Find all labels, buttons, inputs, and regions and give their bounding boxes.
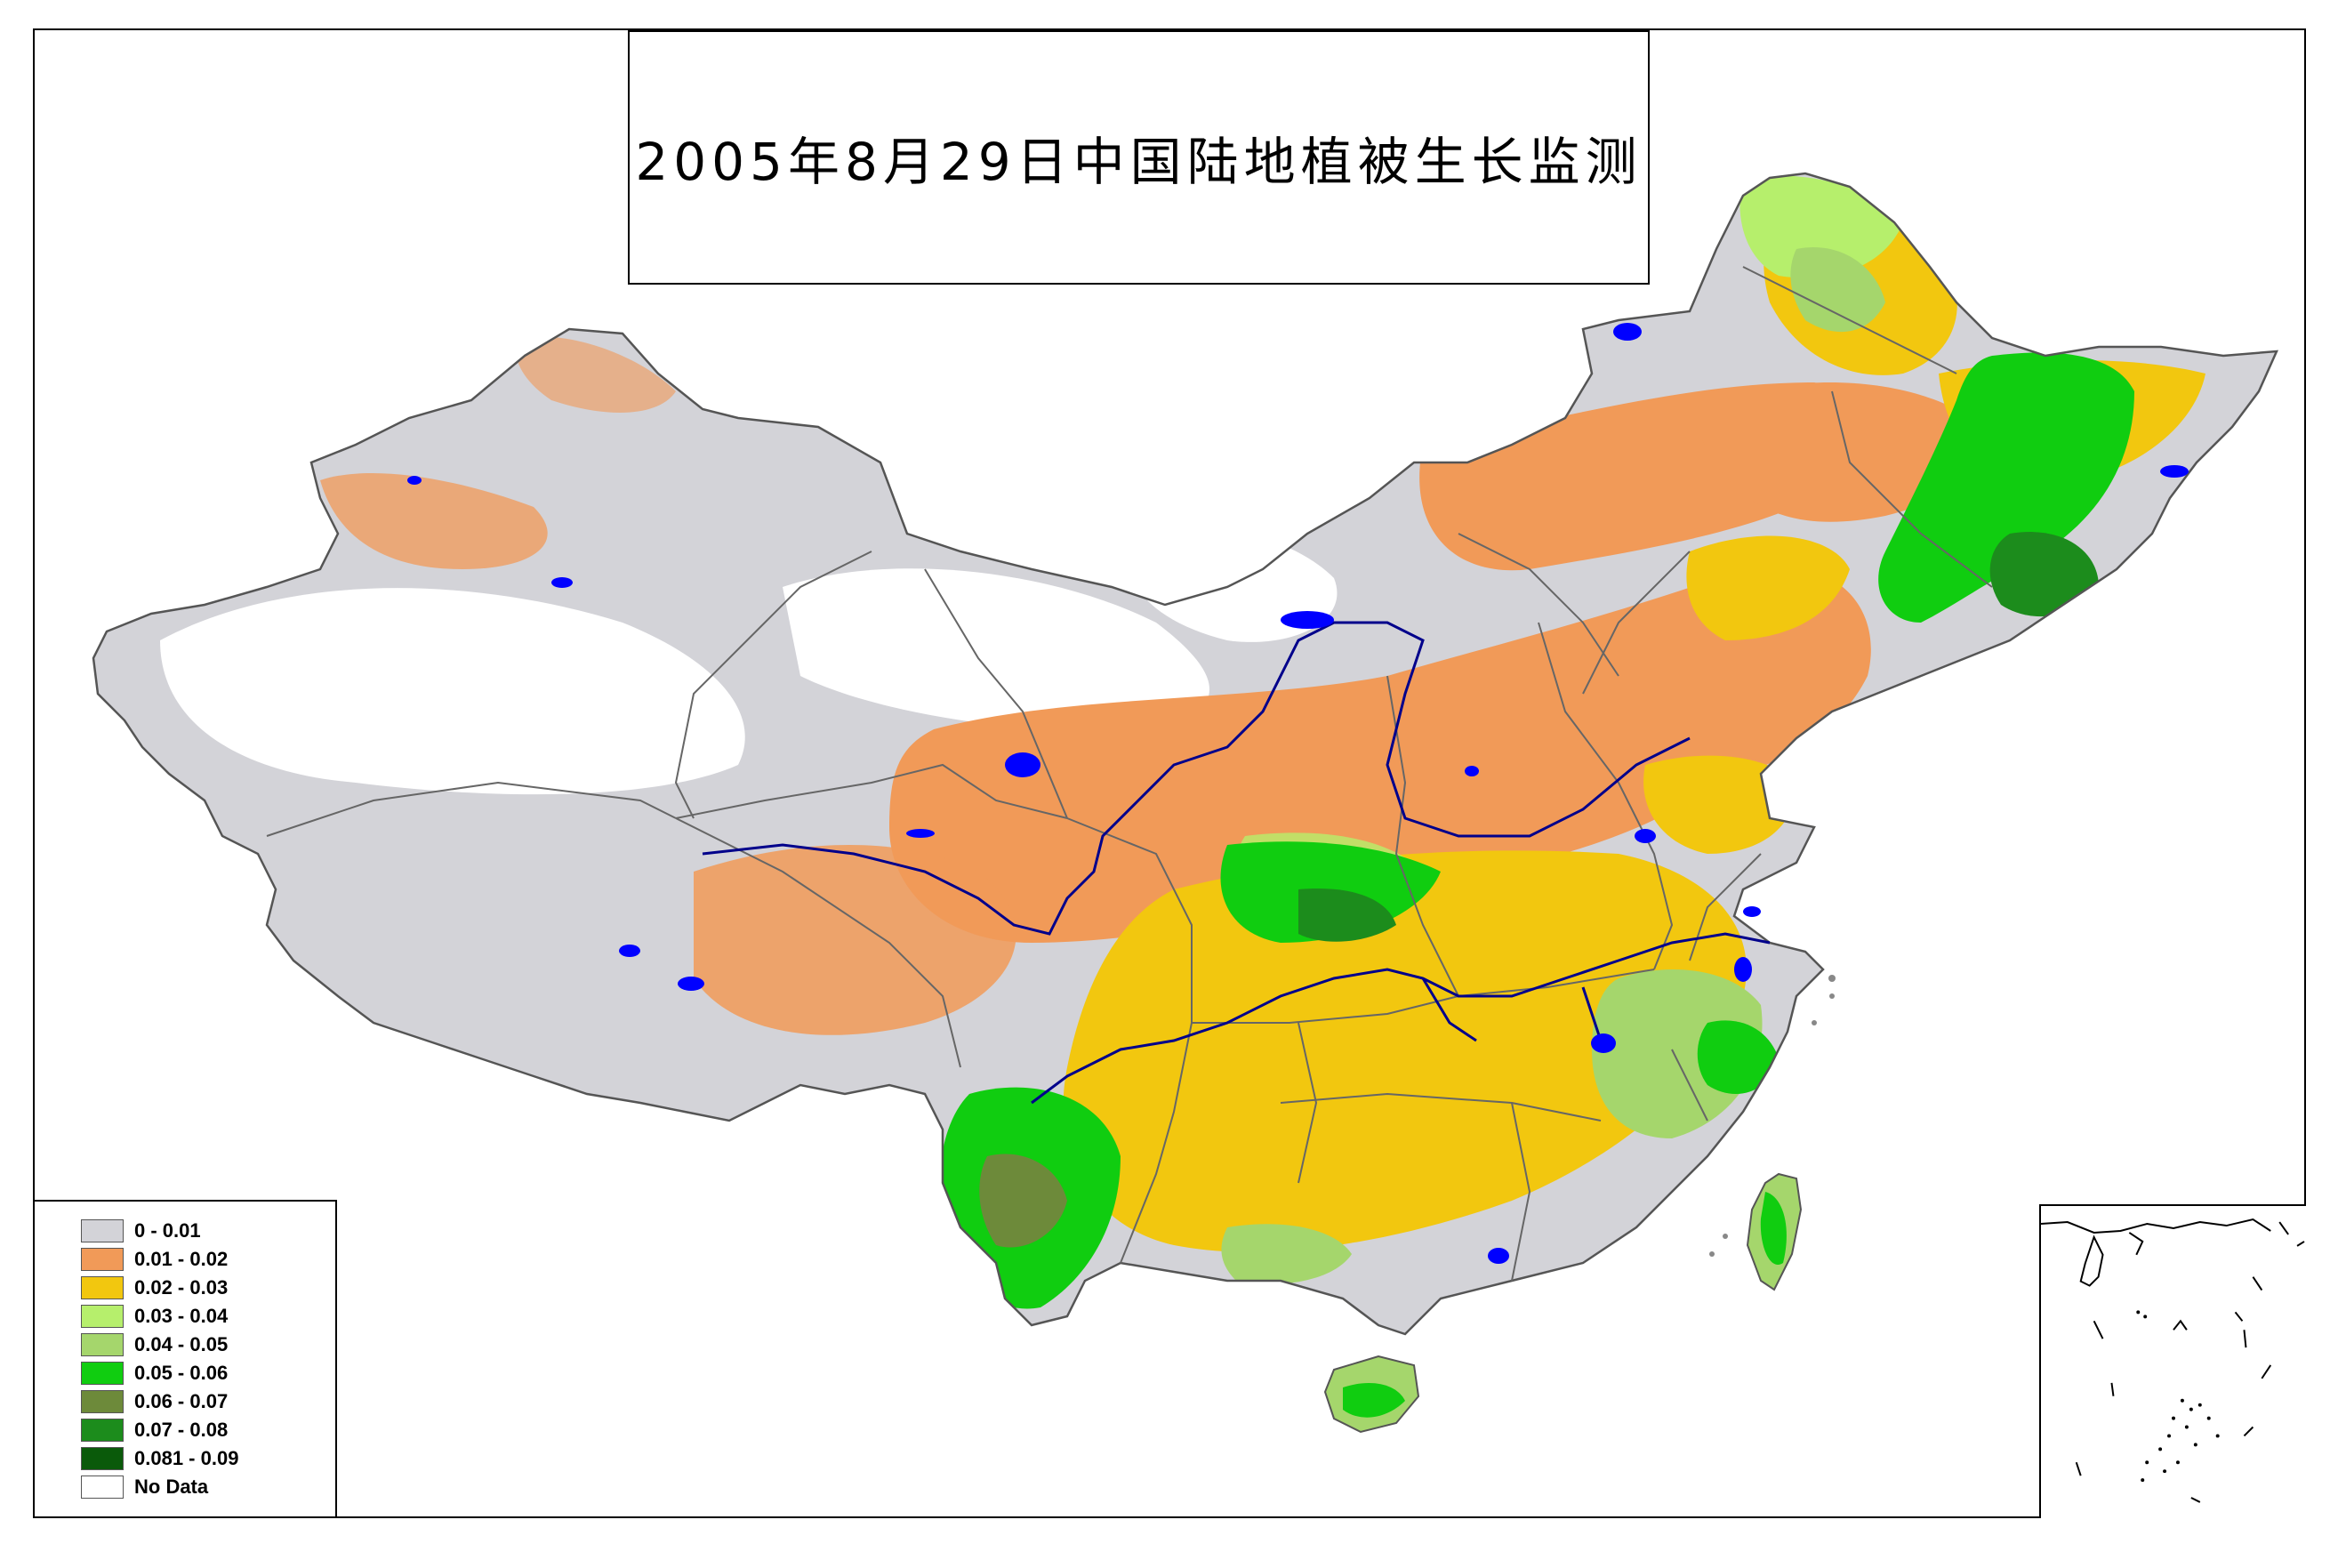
bosten-lake	[551, 577, 573, 588]
hongze-lake	[1635, 829, 1656, 843]
legend-swatch	[81, 1447, 124, 1470]
legend-label: 0.04 - 0.05	[134, 1333, 229, 1355]
legend-label: 0.07 - 0.08	[134, 1419, 229, 1441]
legend-label: 0.02 - 0.03	[134, 1276, 229, 1299]
legend-swatch	[81, 1390, 124, 1413]
tai-lake	[1743, 906, 1761, 917]
legend-label: 0.05 - 0.06	[134, 1362, 229, 1384]
legend-swatch	[81, 1276, 124, 1299]
legend-item: 0.03 - 0.04	[81, 1303, 228, 1330]
map-title: 2005年8月29日中国陆地植被生长监测	[635, 132, 1643, 192]
legend-label: 0.03 - 0.04	[134, 1305, 229, 1327]
legend-label: 0.01 - 0.02	[134, 1248, 229, 1270]
xingkai-lake	[2160, 465, 2189, 478]
legend-label: 0.06 - 0.07	[134, 1390, 229, 1412]
legend-swatch	[81, 1419, 124, 1442]
lakes	[407, 323, 2189, 1264]
wuliangsu-lake	[1281, 611, 1334, 629]
rivers	[702, 621, 1771, 1105]
legend-label: No Data	[134, 1476, 209, 1498]
legend-label: 0 - 0.01	[134, 1219, 201, 1242]
legend-item: No Data	[81, 1474, 208, 1500]
legend-swatch	[81, 1219, 124, 1242]
legend-swatch	[81, 1333, 124, 1356]
hulun-lake	[1613, 323, 1642, 341]
legend-swatch	[81, 1248, 124, 1271]
legend-item: 0.05 - 0.06	[81, 1360, 228, 1387]
title-box: 2005年8月29日中国陆地植被生长监测	[628, 30, 1650, 285]
inset-map	[2040, 1218, 2305, 1503]
provincial-boundaries	[266, 266, 1993, 1282]
yamzho-lake	[1465, 766, 1479, 776]
legend-item: 0 - 0.01	[81, 1218, 201, 1244]
bay-lake	[1488, 1248, 1509, 1264]
gyaring-lake	[906, 829, 935, 838]
national-boundary	[92, 172, 2278, 1336]
legend-label: 0.081 - 0.09	[134, 1447, 239, 1469]
selinco-lake	[678, 977, 704, 991]
legend-item: 0.07 - 0.08	[81, 1417, 228, 1443]
coastal-islands	[1709, 975, 1836, 1257]
legend-swatch	[81, 1476, 124, 1499]
poyang-lake	[1734, 957, 1752, 982]
legend: 0 - 0.01 0.01 - 0.02 0.02 - 0.03 0.03 - …	[35, 1200, 337, 1518]
namco-lake	[619, 945, 640, 957]
legend-item: 0.04 - 0.05	[81, 1331, 228, 1358]
legend-item: 0.081 - 0.09	[81, 1445, 238, 1472]
legend-item: 0.01 - 0.02	[81, 1246, 228, 1273]
legend-item: 0.06 - 0.07	[81, 1388, 228, 1415]
legend-swatch	[81, 1305, 124, 1328]
south-china-sea-inset	[2039, 1204, 2306, 1518]
qinghai-lake	[1005, 752, 1040, 777]
legend-swatch	[81, 1362, 124, 1385]
china-mainland	[93, 173, 2277, 1334]
legend-item: 0.02 - 0.03	[81, 1275, 228, 1301]
dongting-lake	[1591, 1033, 1616, 1053]
taiwan-island	[1747, 1174, 1801, 1290]
ebinur-lake	[407, 476, 422, 485]
